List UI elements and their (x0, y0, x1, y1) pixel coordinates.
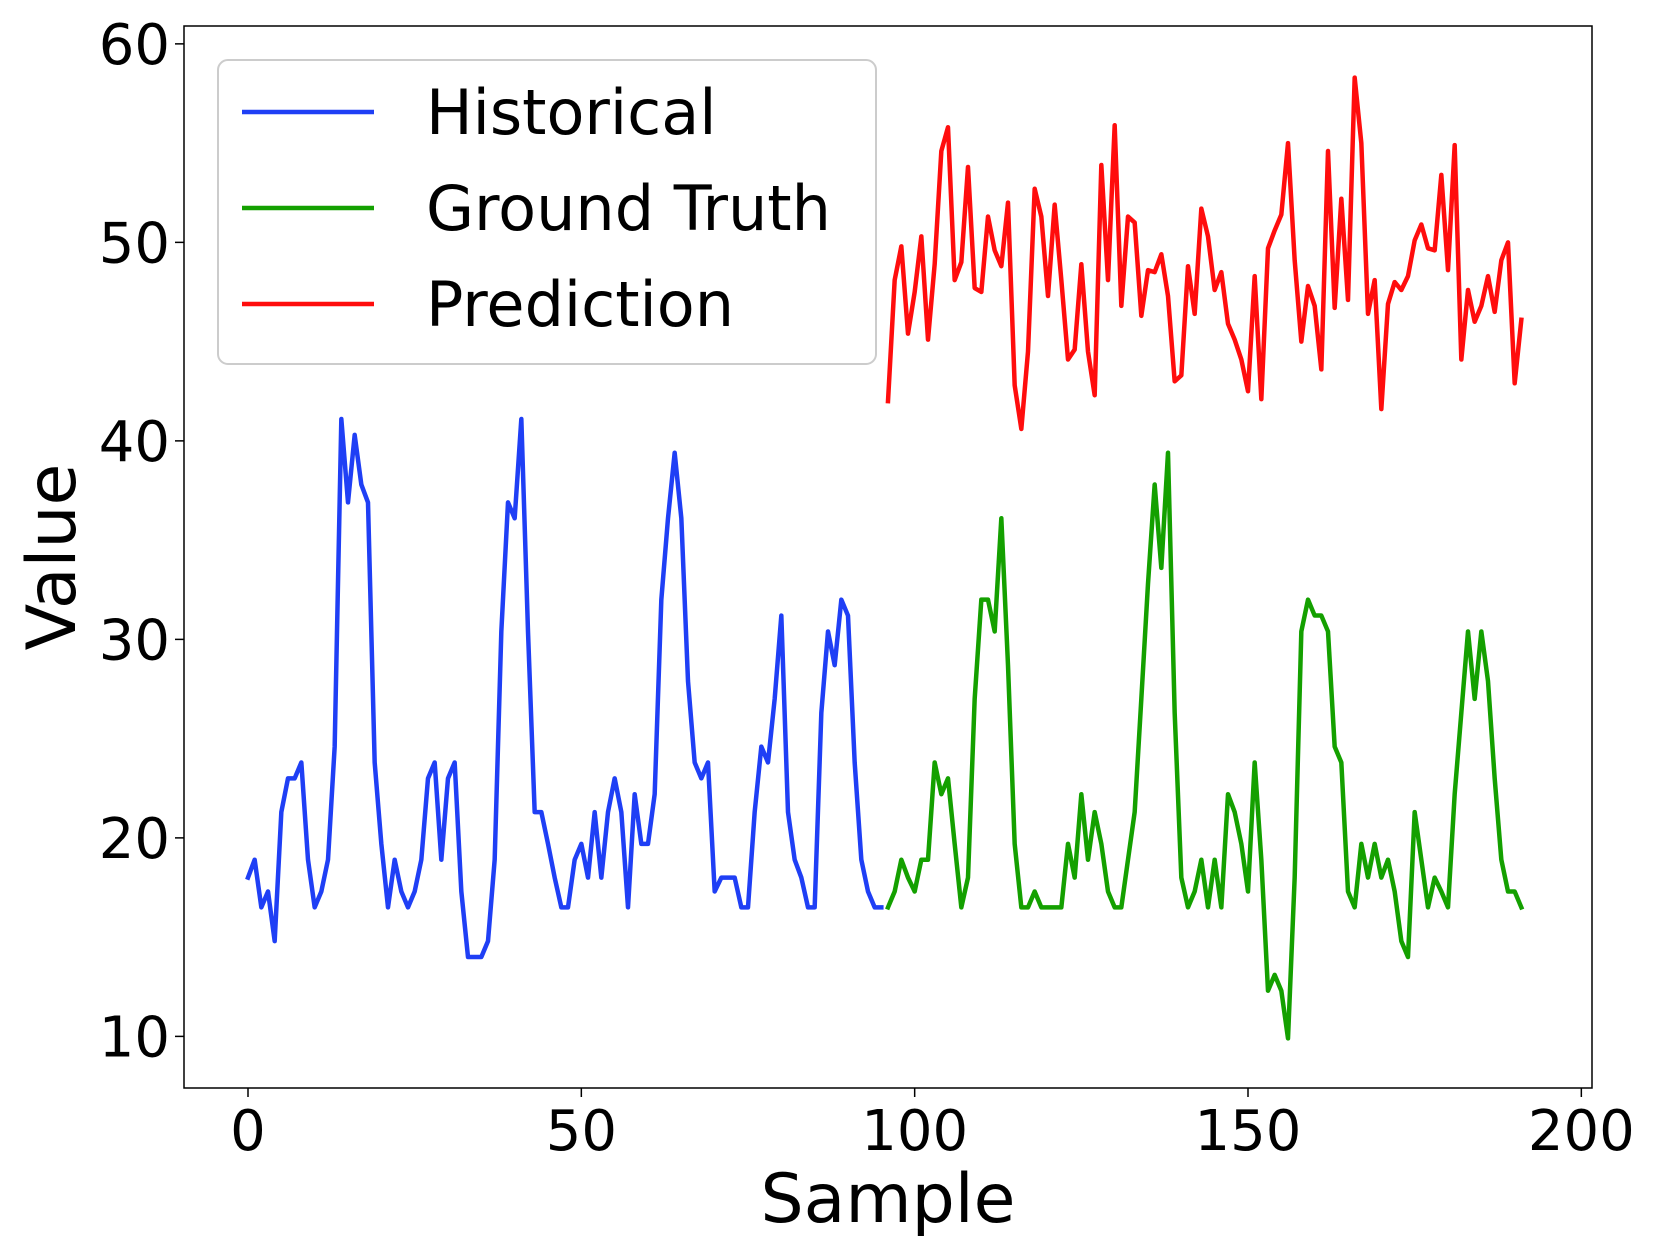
x-tick-label: 0 (230, 1099, 266, 1164)
y-tick-label: 60 (99, 13, 170, 78)
series-line-ground-truth (885, 450, 1525, 1041)
y-axis-title: Value (13, 464, 92, 651)
x-axis-title: Sample (761, 1160, 1016, 1239)
series-line-historical (245, 416, 884, 960)
legend-label-ground-truth: Ground Truth (426, 172, 831, 245)
legend-frame (217, 59, 877, 365)
x-tick-label: 150 (1195, 1099, 1302, 1164)
series-layer (245, 75, 1525, 1041)
y-tick-label: 40 (99, 410, 170, 475)
x-axis-ticks: 0 50 100 150 200 (230, 1088, 1635, 1164)
y-tick-label: 10 (99, 1005, 170, 1070)
y-tick-label: 20 (99, 807, 170, 872)
x-tick-label: 50 (546, 1099, 617, 1164)
legend: Historical Ground Truth Prediction (217, 59, 877, 365)
legend-label-prediction: Prediction (426, 268, 734, 341)
y-axis-ticks: 10 20 30 40 50 60 (99, 13, 184, 1070)
series-line-prediction (885, 75, 1524, 432)
y-tick-label: 50 (99, 211, 170, 276)
x-tick-label: 100 (861, 1099, 968, 1164)
x-tick-label: 200 (1528, 1099, 1635, 1164)
legend-label-historical: Historical (426, 76, 716, 149)
y-tick-label: 30 (99, 608, 170, 673)
